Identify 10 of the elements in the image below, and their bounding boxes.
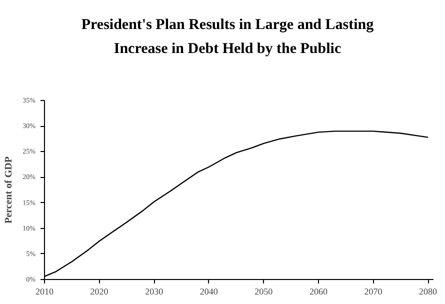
y-axis-title: Percent of GDP (4, 156, 15, 224)
x-tick-label: 2030 (145, 286, 164, 296)
x-tick-label: 2080 (419, 286, 438, 296)
x-tick-label: 2060 (309, 286, 328, 296)
x-tick-label: 2010 (36, 286, 54, 296)
x-tick-label: 2050 (254, 286, 274, 296)
x-tick-label: 2070 (364, 286, 383, 296)
chart-title: President's Plan Results in Large and Lasting Increase in Debt Held by the Public (81, 16, 374, 59)
x-tick-label: 2040 (200, 286, 218, 296)
x-tick-label: 2020 (90, 286, 109, 296)
